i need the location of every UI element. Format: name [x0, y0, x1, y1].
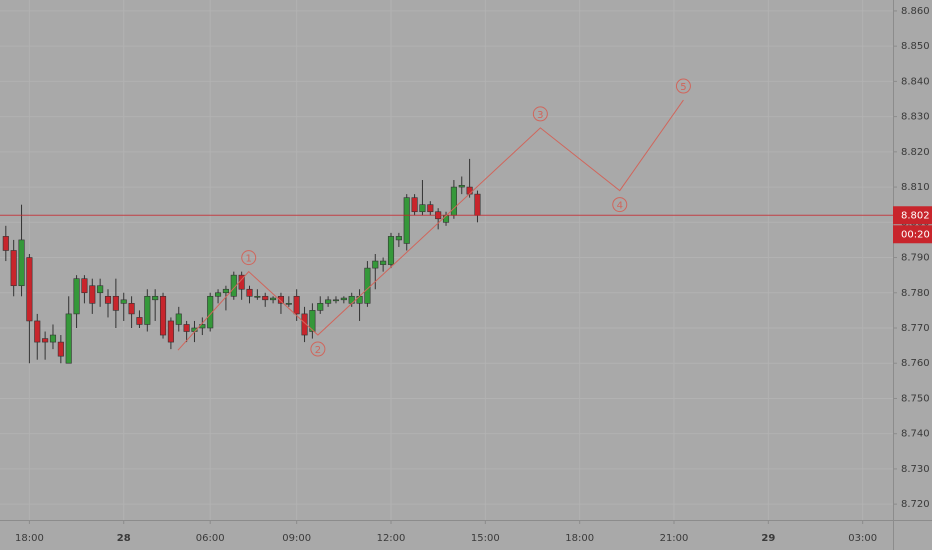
candle-body [89, 285, 96, 304]
candle-body [104, 295, 112, 304]
last-price-box [893, 206, 932, 225]
x-tick-label: 28 [117, 533, 131, 544]
candle-body [474, 193, 481, 216]
candle-body [2, 236, 9, 251]
candle-body [285, 303, 292, 305]
candle-body [293, 295, 300, 315]
candle-body [222, 288, 229, 294]
y-tick-label: 8.720 [901, 499, 930, 510]
candle-body [387, 236, 395, 265]
candle-body [364, 267, 371, 304]
candle-body [466, 186, 473, 195]
candle-body [246, 288, 253, 297]
x-tick-label: 09:00 [282, 533, 311, 544]
candle-body [120, 299, 127, 304]
x-tick-label: 18:00 [565, 533, 594, 544]
y-tick-label: 8.860 [901, 6, 930, 17]
candle-body [419, 204, 426, 213]
countdown-box [893, 225, 932, 244]
candle-body [403, 197, 410, 244]
candle-body [73, 278, 80, 315]
candle-body [372, 260, 379, 269]
y-tick-label: 8.740 [901, 429, 930, 440]
candle-body [395, 236, 402, 241]
y-tick-label: 8.780 [901, 288, 930, 299]
wave-label-circle [241, 250, 257, 266]
candle-body [152, 295, 159, 301]
candle-body [175, 313, 182, 325]
candle-body [144, 295, 151, 325]
wave-label-circle [612, 197, 628, 213]
wave-line [177, 99, 684, 351]
candle-body [411, 197, 418, 213]
candle-body [309, 310, 316, 332]
candle-body [380, 260, 387, 265]
candle-body [254, 295, 261, 298]
candle-body [26, 257, 33, 322]
candle-body [18, 239, 25, 287]
wave-label: 4 [617, 201, 623, 212]
y-tick-label: 8.770 [901, 323, 930, 334]
x-tick-label: 03:00 [848, 533, 877, 544]
candle-body [10, 250, 17, 287]
candle-body [270, 297, 277, 301]
wave-label-circle [532, 106, 548, 122]
countdown-label: 00:20 [901, 229, 930, 240]
candle-body [81, 278, 88, 294]
x-tick-label: 12:00 [377, 533, 406, 544]
candle-body [262, 295, 269, 301]
candle-body [340, 297, 347, 301]
candle-body [97, 285, 104, 294]
candle-body [128, 303, 135, 315]
x-tick-label: 29 [761, 533, 775, 544]
wave-label: 5 [680, 82, 686, 93]
candle-body [427, 204, 434, 213]
x-tick-label: 18:00 [15, 533, 44, 544]
y-tick-label: 8.810 [901, 182, 930, 193]
y-tick-label: 8.850 [901, 41, 930, 52]
y-tick-label: 8.730 [901, 464, 930, 475]
x-tick-label: 21:00 [660, 533, 689, 544]
y-tick-label: 8.830 [901, 112, 930, 123]
candle-body [159, 295, 167, 336]
x-tick-label: 15:00 [471, 533, 500, 544]
y-tick-label: 8.750 [901, 393, 930, 404]
candle-body [317, 303, 324, 311]
y-tick-label: 8.840 [901, 76, 930, 87]
candle-body [301, 313, 308, 336]
candle-body [450, 186, 457, 216]
wave-label: 1 [246, 254, 252, 265]
candle-body [215, 292, 222, 297]
candle-body [65, 313, 72, 364]
wave-label: 2 [315, 345, 321, 356]
candle-body [42, 338, 49, 343]
candle-body [332, 299, 340, 302]
candle-body [356, 295, 363, 304]
candle-body [112, 295, 119, 311]
candle-body [277, 295, 285, 304]
candle-body [49, 334, 57, 343]
wave-label-circle [310, 341, 326, 357]
candle-body [325, 299, 332, 304]
candle-body [34, 320, 41, 343]
y-tick-label: 8.760 [901, 358, 930, 369]
candle-body [136, 317, 143, 325]
wave-label-circle [675, 78, 691, 94]
candle-body [57, 341, 64, 357]
candle-body [458, 185, 465, 188]
candle-body [207, 295, 214, 329]
x-tick-label: 06:00 [196, 533, 225, 544]
last-price-label: 8.802 [901, 210, 930, 221]
candle-body [167, 320, 174, 343]
y-tick-label: 8.790 [901, 253, 930, 264]
y-tick-label: 8.820 [901, 147, 930, 158]
wave-label: 3 [537, 110, 543, 121]
candle-body [183, 324, 190, 332]
